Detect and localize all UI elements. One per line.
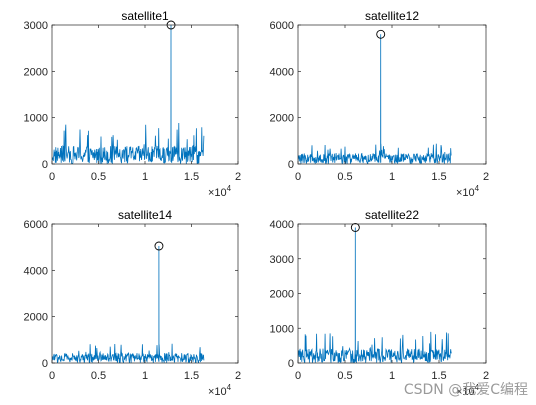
subplot-2: 0 0.5 1 1.5 2 0 2000 4000 6000 satellite12 ×104 [270, 9, 490, 199]
subplot-title: satellite14 [118, 208, 172, 222]
y-tick-label: 6000 [270, 20, 294, 32]
x-tick-label: 2 [483, 370, 489, 382]
x-tick-label: 0 [49, 370, 55, 382]
x-tick-label: 1 [142, 370, 148, 382]
subplot-1: 0 0.5 1 1.5 2 0 1000 2000 3000 satellite1 ×104 [24, 9, 242, 199]
y-tick-label: 4000 [270, 66, 294, 78]
series-line [52, 245, 205, 363]
subplot-title: satellite12 [365, 9, 419, 23]
subplot-3: 0 0.5 1 1.5 2 0 2000 4000 6000 satellite14 ×104 [24, 208, 242, 398]
x-tick-label: 1.5 [184, 171, 199, 183]
y-tick-label: 2000 [270, 113, 294, 125]
y-tick-label: 2000 [24, 312, 48, 324]
y-tick-label: 2000 [270, 289, 294, 301]
x-tick-label: 2 [483, 171, 489, 183]
x-tick-label: 1 [389, 171, 395, 183]
y-tick-label: 4000 [24, 265, 48, 277]
series-line [298, 227, 452, 363]
y-tick-label: 3000 [24, 20, 48, 32]
x-tick-label: 0 [49, 171, 55, 183]
y-tick-label: 3000 [270, 254, 294, 266]
x-tick-label: 1.5 [184, 370, 199, 382]
y-tick-label: 0 [42, 159, 48, 171]
x-tick-label: 2 [235, 171, 241, 183]
series-line [52, 25, 205, 164]
x-tick-label: 0.5 [337, 370, 352, 382]
x-tick-label: 2 [235, 370, 241, 382]
y-tick-label: 0 [288, 159, 294, 171]
plot-area [52, 25, 238, 164]
y-tick-label: 4000 [270, 219, 294, 231]
x-tick-label: 1 [389, 370, 395, 382]
x-tick-label: 1 [142, 171, 148, 183]
y-tick-label: 1000 [24, 113, 48, 125]
y-tick-label: 0 [288, 358, 294, 370]
y-tick-label: 6000 [24, 219, 48, 231]
x-tick-label: 0.5 [91, 171, 106, 183]
subplot-title: satellite22 [365, 208, 419, 222]
x-exponent-label: ×104 [456, 383, 480, 398]
series-line [298, 34, 452, 164]
x-exponent-label: ×104 [208, 383, 232, 398]
plot-area [298, 224, 486, 363]
x-tick-label: 1.5 [431, 370, 446, 382]
x-tick-label: 0.5 [91, 370, 106, 382]
y-tick-label: 1000 [270, 323, 294, 335]
x-exponent-label: ×104 [456, 184, 480, 199]
x-exponent-label: ×104 [208, 184, 232, 199]
plot-area [52, 224, 238, 363]
subplot-4: 0 0.5 1 1.5 2 0 1000 2000 3000 4000 satellite22 ×10… [270, 208, 490, 398]
x-tick-label: 0 [295, 171, 301, 183]
plot-area [298, 25, 486, 164]
y-tick-label: 0 [42, 358, 48, 370]
x-tick-label: 1.5 [431, 171, 446, 183]
peak-marker [350, 223, 360, 232]
peak-marker [376, 29, 386, 39]
watermark: CSDN @我爱C编程 [403, 382, 528, 398]
x-tick-label: 0 [295, 370, 301, 382]
y-tick-label: 2000 [24, 66, 48, 78]
x-tick-label: 0.5 [337, 171, 352, 183]
peak-marker [154, 241, 164, 251]
subplot-title: satellite1 [121, 9, 169, 23]
